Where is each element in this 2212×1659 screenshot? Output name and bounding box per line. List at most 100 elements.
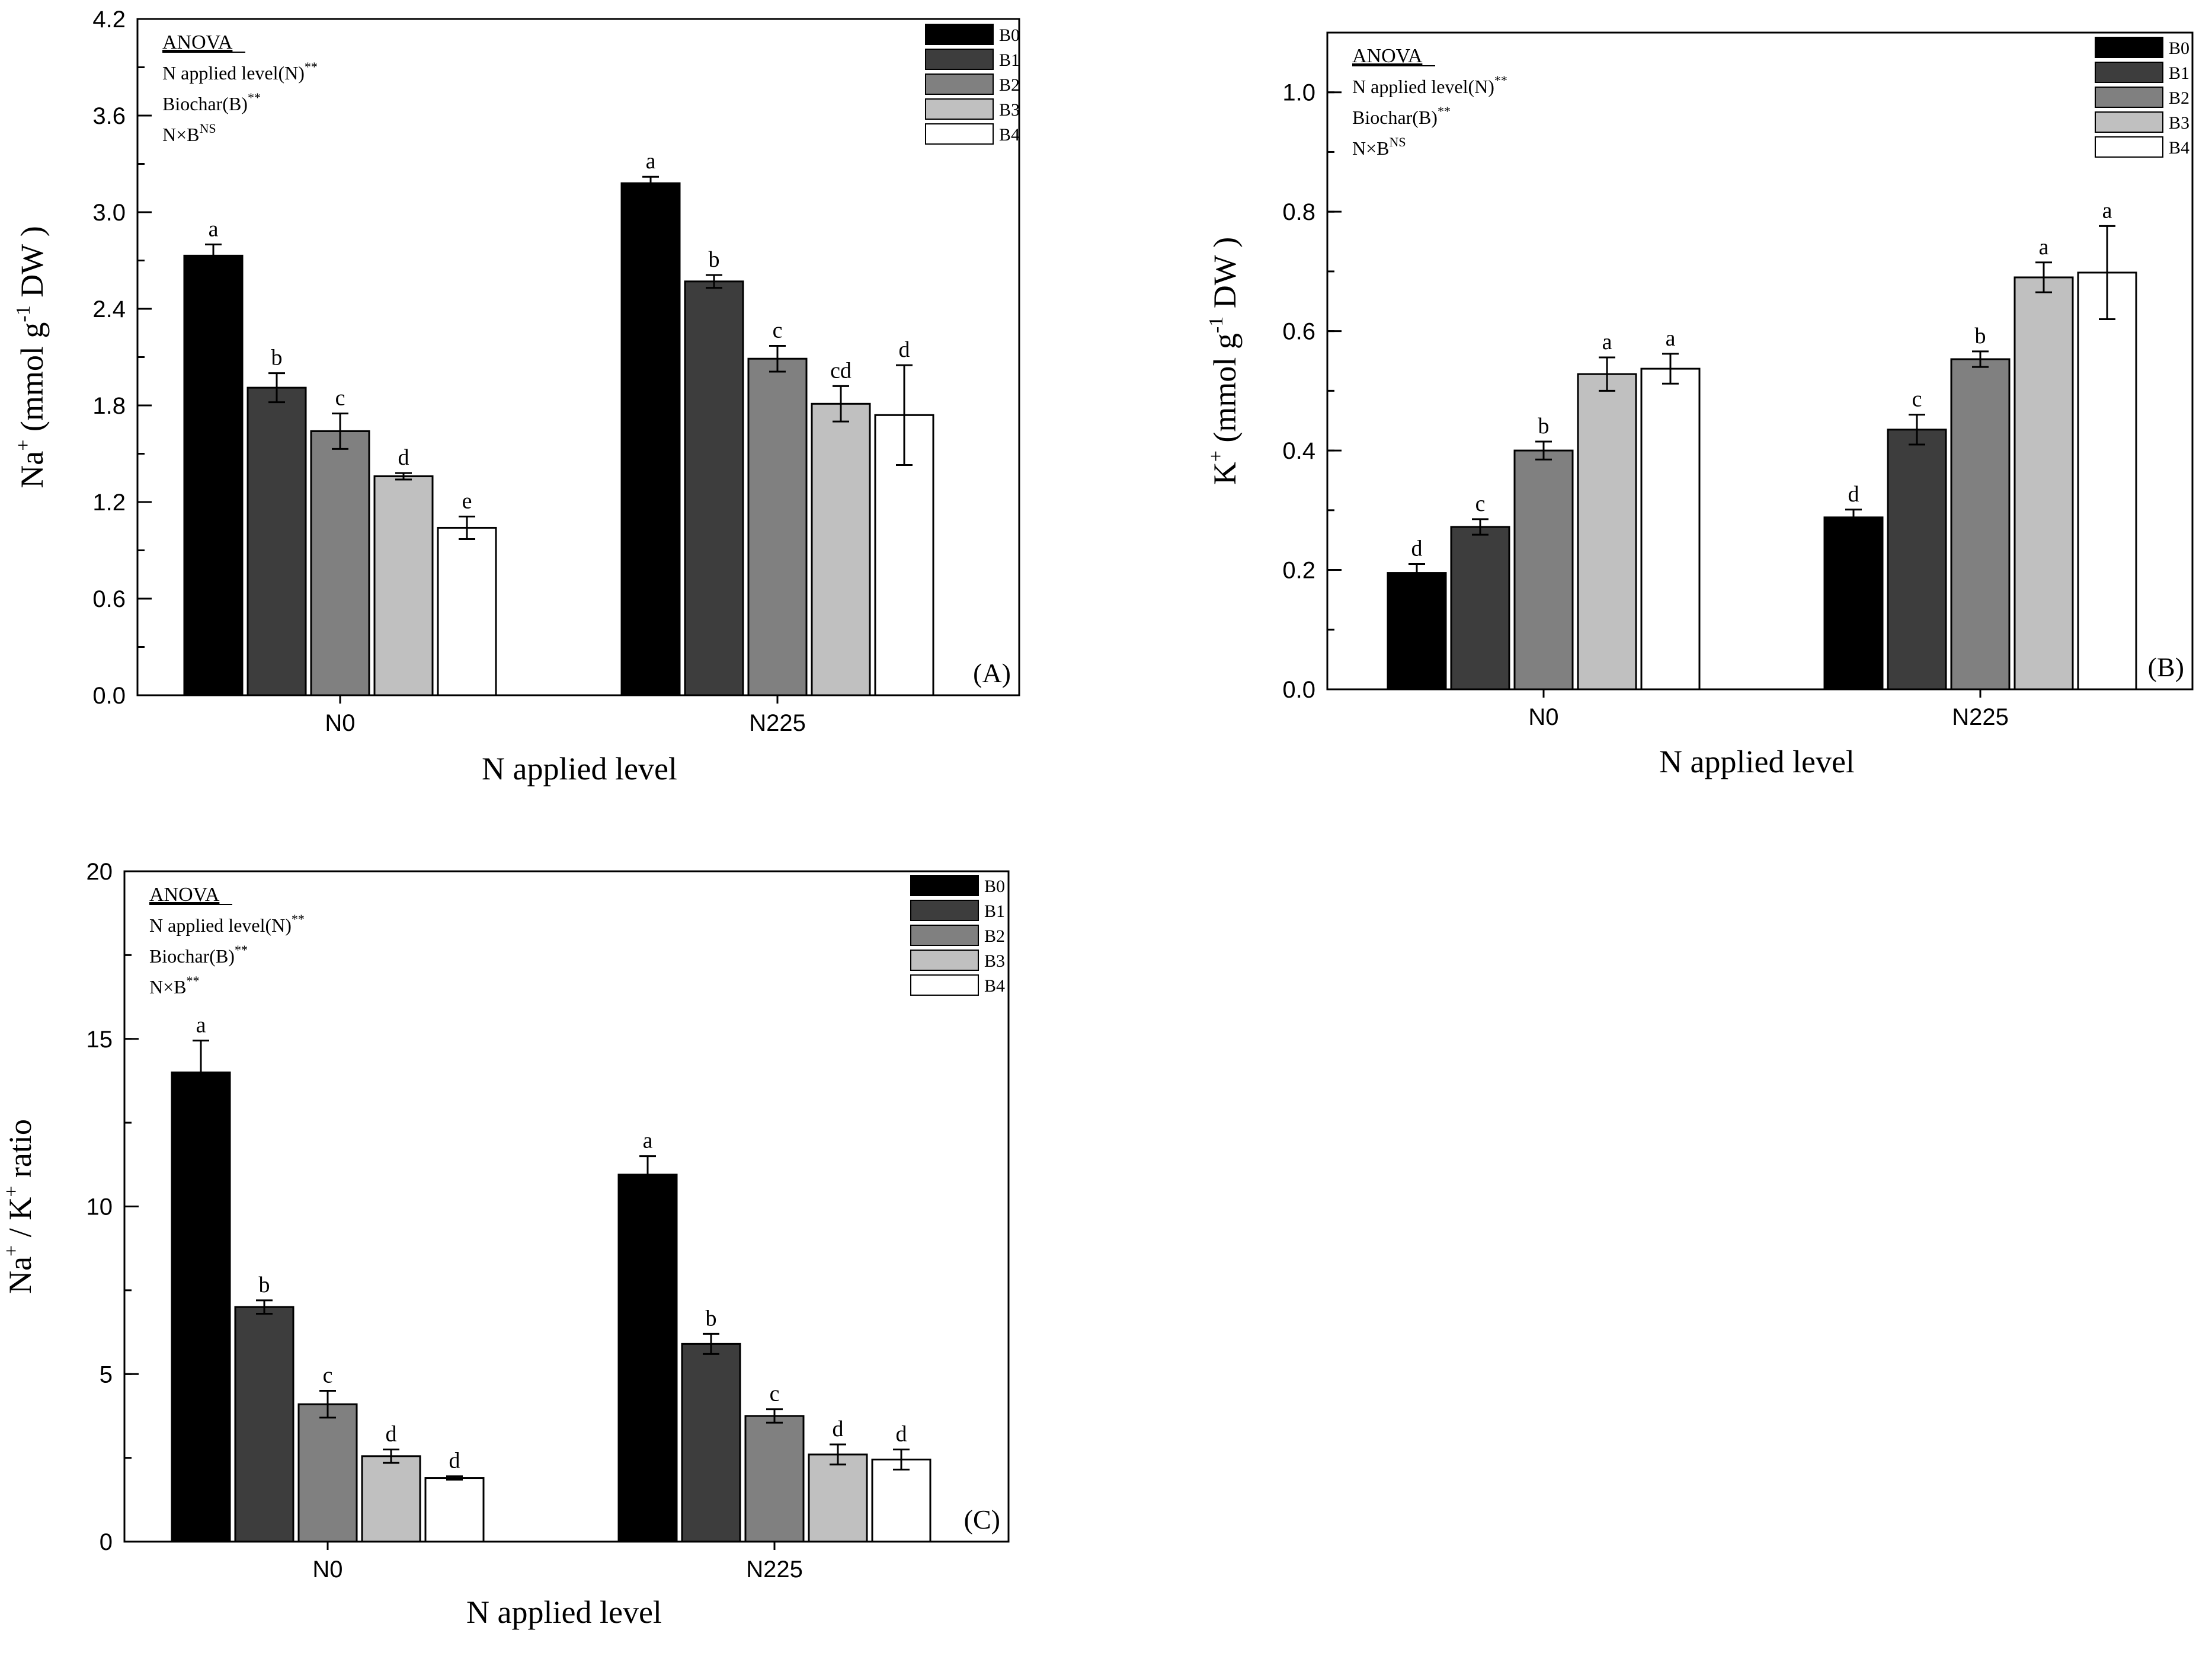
p1-y-tick-label: 1.0	[1282, 80, 1315, 106]
p0-y-tick-label: 4.2	[92, 7, 126, 33]
p1-y-title-sup: +	[1205, 450, 1227, 462]
p0-legend-label-b2: B2	[999, 75, 1020, 95]
p0-legend-swatch-b4	[925, 123, 994, 145]
p0-panel-label: (A)	[973, 658, 1011, 688]
p1-x-tick-label: N0	[1528, 704, 1558, 730]
p2-significance-letter: c	[323, 1363, 333, 1388]
p2-panel-label: (C)	[964, 1504, 1000, 1535]
p0-bar-b4-n0	[437, 526, 497, 696]
p2-anova-term: Biochar(B)	[149, 945, 235, 967]
p0-legend-label-b0: B0	[999, 25, 1020, 45]
p2-significance-letter: b	[706, 1306, 717, 1331]
p0-legend-swatch-b3	[925, 98, 994, 120]
p0-anova-significance: **	[305, 59, 318, 74]
p1-legend-swatch-b2	[2095, 87, 2163, 108]
p1-significance-letter: b	[1538, 414, 1550, 439]
p2-y-title-sup: +	[1, 1186, 23, 1197]
p2-anova-term: N applied level(N)	[149, 915, 292, 936]
p2-significance-letter: a	[196, 1013, 206, 1038]
p1-anova-title: ANOVA	[1352, 45, 1423, 67]
p2-bar-b3-n0	[361, 1455, 421, 1543]
p2-legend-swatch-b0	[910, 875, 979, 896]
p1-legend-swatch-b0	[2095, 37, 2163, 58]
p1-y-title-sup: -1	[1205, 317, 1227, 333]
p2-bar-b1-n0	[234, 1306, 294, 1543]
p0-bar-b1-n225	[684, 280, 744, 696]
p1-significance-letter: a	[2102, 198, 2112, 223]
p0-bar-b2-n225	[747, 357, 808, 696]
p1-y-tick-label: 0.8	[1282, 199, 1315, 225]
p2-bar-b1-n225	[681, 1342, 741, 1543]
p1-anova-term: Biochar(B)	[1352, 107, 1438, 128]
p0-y-axis-title: Na+ (mmol g-1 DW )	[12, 226, 50, 488]
p1-x-tick-label: N225	[1952, 704, 2009, 730]
p1-legend-swatch-b4	[2095, 136, 2163, 158]
p2-x-tick-label: N225	[746, 1556, 803, 1583]
p1-y-tick-label: 0.4	[1282, 438, 1315, 464]
p2-anova-significance: **	[292, 912, 305, 926]
chart-panel-a: 0.00.61.21.82.43.03.64.2N0 N225aabbccdcde…	[12, 7, 1020, 787]
p1-legend-swatch-b1	[2095, 62, 2163, 83]
p2-legend-label-b2: B2	[984, 926, 1005, 946]
p1-significance-letter: a	[2039, 235, 2049, 260]
p0-anova-term: Biochar(B)	[162, 93, 248, 114]
p0-bar-b3-n225	[811, 402, 871, 696]
p2-y-tick-label: 15	[87, 1027, 113, 1053]
p0-x-tick-label: N0	[325, 710, 355, 736]
p2-y-axis-title: Na+ / K+ ratio	[1, 1119, 38, 1294]
p1-legend-label-b3: B3	[2169, 113, 2189, 133]
p2-legend-swatch-b2	[910, 925, 979, 946]
p0-y-tick-label: 1.8	[92, 393, 126, 419]
p1-y-title-part: (mmol g	[1207, 333, 1243, 450]
p2-y-title-part: ratio	[2, 1119, 38, 1185]
p1-anova-term: N×B	[1352, 138, 1390, 159]
p1-significance-letter: b	[1975, 324, 1986, 349]
p2-y-tick-label: 0	[100, 1529, 113, 1555]
p0-y-title-part: DW )	[14, 226, 50, 305]
p0-bar-b1-n0	[247, 386, 307, 696]
p0-significance-letter: d	[398, 445, 409, 470]
p2-legend-swatch-b1	[910, 900, 979, 921]
p0-anova-term: N×B	[162, 124, 200, 145]
p0-bar-b3-n0	[373, 475, 434, 696]
p0-significance-letter: c	[335, 386, 345, 411]
p0-anova-significance: **	[248, 90, 261, 105]
p2-significance-letter: a	[643, 1129, 653, 1153]
p0-legend-swatch-b2	[925, 73, 994, 95]
p1-significance-letter: c	[1912, 387, 1922, 412]
p0-anova-line: N applied level(N)**	[162, 59, 318, 84]
p1-y-title-part: K	[1207, 462, 1243, 485]
p1-y-tick-label: 0.6	[1282, 319, 1315, 345]
p0-y-tick-label: 1.2	[92, 490, 126, 516]
p2-y-tick-label: 5	[100, 1361, 113, 1388]
p2-y-title-sup: +	[1, 1245, 23, 1257]
p2-significance-letter: c	[770, 1382, 780, 1407]
chart-panel-c: 0 5 10 15 20 N0 N225 a a b b c c d d d d (C) ANOVA N applie…	[1, 859, 1010, 1630]
p1-x-axis-title: N applied level	[1659, 744, 1855, 779]
p2-anova-line: N×B**	[149, 973, 200, 998]
p1-bar-b1-n225	[1887, 429, 1947, 691]
p2-bar-b4-n225	[871, 1458, 931, 1543]
p0-legend-label-b4: B4	[999, 125, 1020, 145]
p2-anova-title: ANOVA	[149, 884, 220, 906]
p2-bar-b4-n0	[424, 1477, 485, 1543]
p2-anova-significance: **	[187, 973, 200, 988]
p0-significance-letter: c	[773, 318, 783, 343]
p2-bar-b0-n225	[617, 1174, 678, 1543]
p2-legend-label-b4: B4	[984, 976, 1005, 996]
p1-anova-line: N×BNS	[1352, 135, 1406, 159]
p2-bar-b3-n225	[808, 1453, 868, 1543]
p0-bar-b4-n225	[874, 414, 934, 696]
p0-bar-b2-n0	[310, 430, 370, 696]
p0-x-tick-label: N225	[749, 710, 806, 736]
p1-significance-letter: d	[1848, 482, 1859, 507]
p2-significance-letter: b	[259, 1273, 270, 1297]
p1-anova-significance: **	[1494, 73, 1507, 88]
p1-y-axis-title: K+ (mmol g-1 DW )	[1205, 237, 1243, 485]
p2-legend-swatch-b3	[910, 950, 979, 971]
p0-significance-letter: cd	[830, 358, 851, 383]
p1-y-tick-label: 0.0	[1282, 677, 1315, 703]
p1-anova-significance: **	[1438, 104, 1451, 119]
